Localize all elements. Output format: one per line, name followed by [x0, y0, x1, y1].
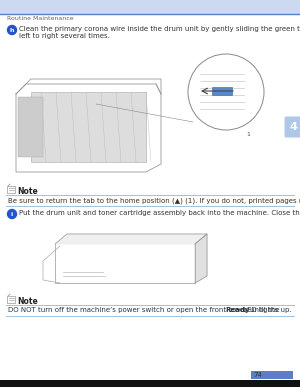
Bar — [7, 186, 15, 193]
Bar — [7, 296, 15, 303]
Circle shape — [8, 209, 16, 219]
Text: 1: 1 — [246, 132, 250, 137]
Text: DO NOT turn off the machine’s power switch or open the front cover until the: DO NOT turn off the machine’s power swit… — [8, 307, 282, 313]
Text: Be sure to return the tab to the home position (▲) (1). If you do not, printed p: Be sure to return the tab to the home po… — [8, 197, 300, 204]
Bar — [31, 92, 146, 162]
Text: 74: 74 — [253, 372, 262, 378]
Polygon shape — [195, 234, 207, 283]
Circle shape — [8, 26, 16, 34]
Bar — [0, 0, 300, 14]
Text: Ready: Ready — [225, 307, 250, 313]
Text: 4: 4 — [289, 122, 297, 132]
Circle shape — [188, 54, 264, 130]
Text: Put the drum unit and toner cartridge assembly back into the machine. Close the : Put the drum unit and toner cartridge as… — [19, 210, 300, 216]
Text: Clean the primary corona wire inside the drum unit by gently sliding the green t: Clean the primary corona wire inside the… — [19, 26, 300, 32]
Text: h: h — [10, 27, 14, 33]
FancyBboxPatch shape — [284, 116, 300, 137]
Bar — [18, 97, 43, 157]
Bar — [251, 371, 293, 379]
Text: i: i — [11, 212, 13, 216]
Text: Note: Note — [17, 297, 38, 306]
Text: Routine Maintenance: Routine Maintenance — [7, 16, 74, 21]
Text: Note: Note — [17, 187, 38, 196]
Bar — [212, 87, 232, 95]
Polygon shape — [55, 234, 207, 244]
Text: left to right several times.: left to right several times. — [19, 33, 110, 39]
Text: LED lights up.: LED lights up. — [241, 307, 291, 313]
Bar — [0, 380, 300, 387]
